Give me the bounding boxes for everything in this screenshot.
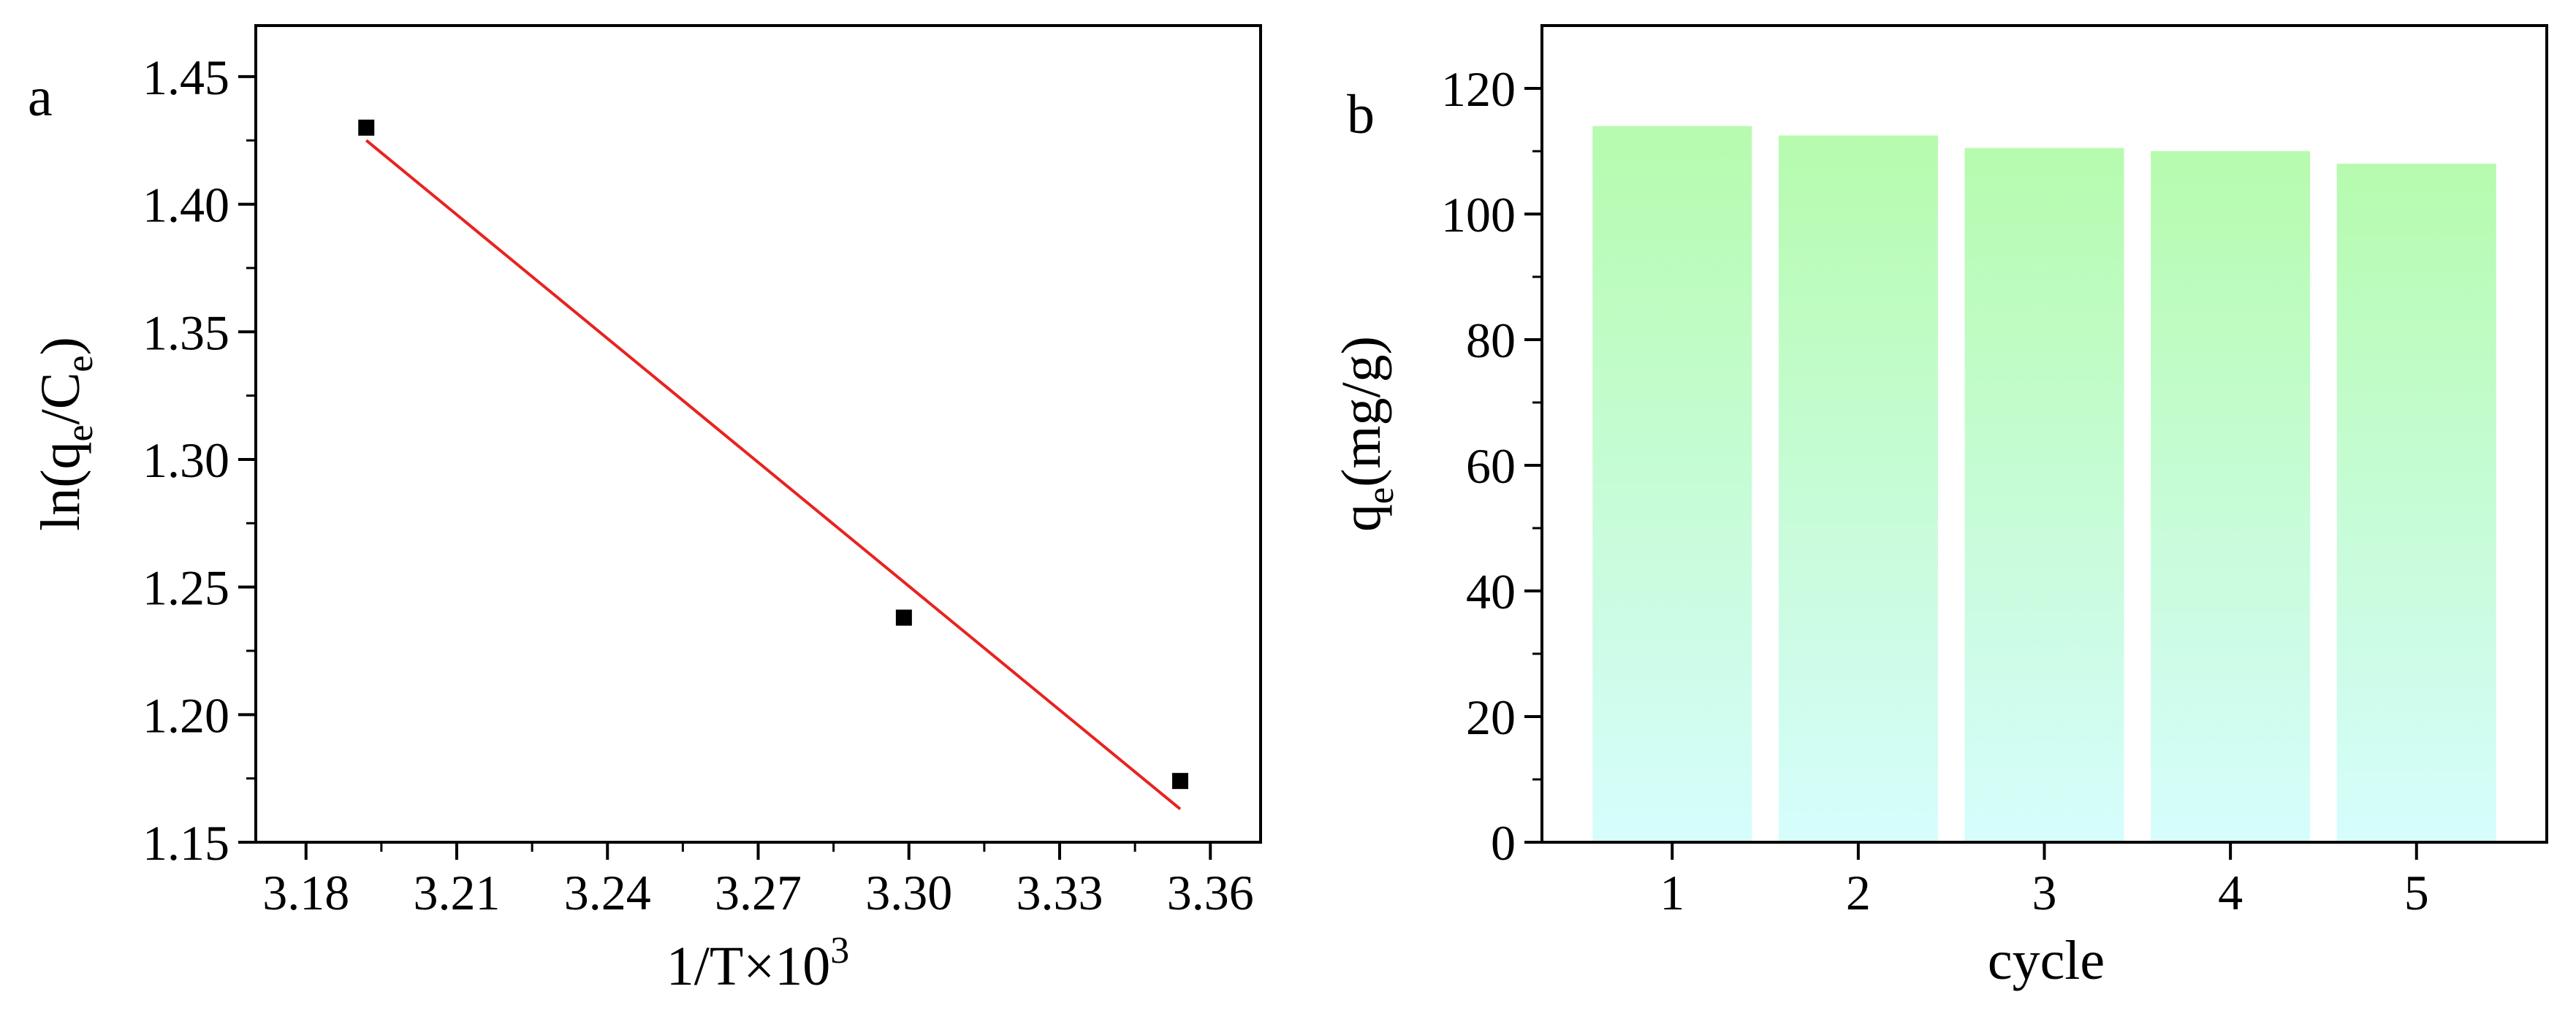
chart-b-bar bbox=[1964, 148, 2124, 842]
chart-a-data-point bbox=[358, 119, 375, 136]
chart-a-x-tick-label: 3.21 bbox=[414, 865, 501, 920]
chart-b: b 1 2 3 4 5 0 20 40 60 80 100 120 cycle qe(mg/g) bbox=[1331, 24, 2548, 991]
chart-b-bar bbox=[2151, 151, 2311, 842]
chart-b-x-tick-label: 2 bbox=[1846, 865, 1871, 920]
chart-a-y-tick-label: 1.40 bbox=[143, 178, 229, 233]
chart-b-y-tick-label: 120 bbox=[1441, 61, 1516, 117]
chart-a-x-tick-label: 3.30 bbox=[865, 865, 952, 920]
chart-b-y-axis-title: qe(mg/g) bbox=[1331, 336, 1402, 532]
chart-b-x-tick-label: 5 bbox=[2404, 865, 2429, 920]
chart-a-y-tick-label: 1.20 bbox=[143, 687, 229, 743]
chart-a-x-tick-label: 3.24 bbox=[564, 865, 651, 920]
chart-a-data-point bbox=[895, 609, 912, 626]
panel-letter-b: b bbox=[1347, 84, 1375, 145]
chart-b-x-tick-label: 1 bbox=[1660, 865, 1684, 920]
chart-b-bar bbox=[1778, 135, 1938, 842]
chart-a-y-tick-label: 1.25 bbox=[143, 560, 229, 616]
chart-a-ticks: 3.18 3.21 3.24 3.27 3.30 3.33 3.36 1.15 1.20 1.25… bbox=[143, 50, 1254, 920]
chart-b-y-tick-label: 40 bbox=[1466, 564, 1516, 619]
chart-b-plot-frame bbox=[1540, 24, 2548, 844]
chart-b-y-tick-label: 80 bbox=[1466, 313, 1516, 368]
chart-b-bar bbox=[2336, 164, 2496, 842]
chart-b-bar bbox=[1592, 126, 1752, 843]
chart-a-data-point bbox=[1172, 773, 1188, 790]
chart-a-x-tick-label: 3.36 bbox=[1167, 865, 1254, 920]
chart-a-plot-frame bbox=[254, 24, 1262, 844]
chart-b-x-tick-label: 3 bbox=[2032, 865, 2057, 920]
chart-a-x-tick-label: 3.27 bbox=[715, 865, 802, 920]
chart-b-y-tick-label: 100 bbox=[1441, 187, 1516, 243]
chart-b-y-tick-label: 0 bbox=[1491, 815, 1516, 871]
chart-a-x-tick-label: 3.18 bbox=[262, 865, 349, 920]
chart-b-x-tick-label: 4 bbox=[2218, 865, 2243, 920]
chart-a-y-tick-label: 1.45 bbox=[143, 50, 229, 105]
chart-b-y-tick-label: 20 bbox=[1466, 690, 1516, 745]
chart-a-y-axis-title: ln(qe/Ce) bbox=[30, 337, 101, 531]
chart-b-bars bbox=[1592, 126, 2496, 843]
chart-a-x-tick-label: 3.33 bbox=[1017, 865, 1103, 920]
chart-b-x-axis-title: cycle bbox=[1988, 930, 2105, 991]
chart-a-x-axis-title: 1/T×103 bbox=[666, 930, 849, 997]
chart-a-marks bbox=[358, 119, 1188, 811]
chart-a-y-tick-label: 1.15 bbox=[143, 815, 229, 871]
chart-b-y-tick-label: 60 bbox=[1466, 438, 1516, 494]
chart-a: a 3.18 3.21 3.24 3.27 3.30 3.33 3.36 1.15 1.20 1.… bbox=[28, 24, 1262, 997]
chart-b-ticks: 1 2 3 4 5 0 20 40 60 80 100 120 bbox=[1441, 61, 2429, 920]
chart-a-y-tick-label: 1.30 bbox=[143, 432, 229, 488]
chart-a-y-tick-label: 1.35 bbox=[143, 305, 229, 360]
chart-a-fit-line bbox=[365, 139, 1182, 811]
panel-letter-a: a bbox=[28, 66, 53, 128]
